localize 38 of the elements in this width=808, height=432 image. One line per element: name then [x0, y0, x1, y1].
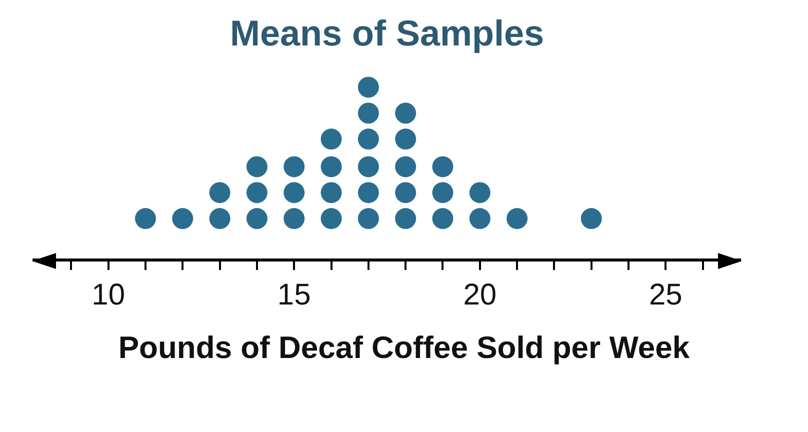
- point: [432, 208, 454, 230]
- point: [320, 128, 342, 150]
- point: [320, 208, 342, 230]
- point: [320, 156, 342, 178]
- point: [209, 208, 230, 230]
- point: [246, 156, 268, 178]
- x-tick-label: 15: [277, 278, 311, 312]
- point: [469, 182, 490, 204]
- point: [395, 156, 416, 178]
- x-tick-label: 25: [648, 278, 682, 312]
- point: [506, 208, 528, 230]
- point: [358, 208, 379, 230]
- point: [320, 182, 342, 204]
- point: [395, 102, 416, 124]
- point: [284, 156, 305, 178]
- x-tick-label: 20: [463, 278, 497, 312]
- point: [580, 208, 602, 230]
- point: [358, 182, 379, 204]
- point: [358, 76, 379, 98]
- point: [395, 182, 416, 204]
- x-tick-label: 10: [92, 278, 126, 312]
- chart-title: Means of Samples: [230, 12, 544, 54]
- point: [134, 208, 156, 230]
- point: [395, 128, 416, 150]
- point: [358, 128, 379, 150]
- point: [432, 156, 454, 178]
- point: [358, 156, 379, 178]
- point: [246, 182, 268, 204]
- point: [284, 182, 305, 204]
- point: [209, 182, 230, 204]
- point: [469, 208, 490, 230]
- point: [432, 182, 454, 204]
- point: [395, 208, 416, 230]
- point: [246, 208, 268, 230]
- point: [284, 208, 305, 230]
- x-axis-title: Pounds of Decaf Coffee Sold per Week: [117, 329, 691, 367]
- point: [358, 102, 379, 124]
- point: [172, 208, 194, 230]
